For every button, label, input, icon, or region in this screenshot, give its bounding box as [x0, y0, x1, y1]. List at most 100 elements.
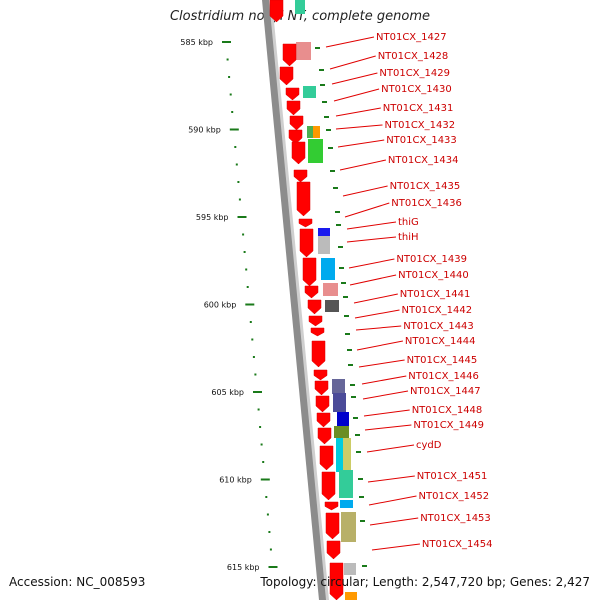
gene-leader-line: [354, 309, 400, 319]
gene-leader-line: [371, 543, 420, 551]
gene-arrow: [308, 315, 323, 327]
gene-leader-line: [344, 202, 390, 218]
accession-text: Accession: NC_008593: [9, 575, 146, 589]
feature-tick: [319, 69, 324, 71]
gene-label: NT01CX_1428: [378, 51, 449, 62]
gene-leader-line: [333, 88, 380, 102]
gene-arrow: [269, 0, 284, 23]
feature-tick: [358, 478, 363, 480]
feature-tick: [355, 434, 360, 436]
gene-label: NT01CX_1454: [422, 539, 493, 550]
gene-label: NT01CX_1427: [376, 32, 447, 43]
backbone: [262, 0, 326, 600]
gene-arrow: [315, 395, 330, 413]
feature-tick: [315, 47, 320, 49]
gene-label: NT01CX_1430: [381, 84, 452, 95]
scale-minor-tick: [226, 58, 229, 61]
scale-minor-tick: [234, 146, 237, 148]
genome-summary-text: Topology: circular; Length: 2,547,720 bp…: [260, 575, 590, 589]
gene-arrow: [324, 501, 339, 511]
gene-label: NT01CX_1447: [410, 386, 481, 397]
scale-minor-tick: [268, 531, 271, 533]
gene-leader-line: [369, 517, 419, 526]
gene-arrow: [316, 412, 331, 428]
gene-arrow: [313, 369, 328, 381]
genome-title: Clostridium novyi NT, complete genome: [169, 9, 431, 24]
feature-tick: [353, 417, 358, 419]
scale-minor-tick: [243, 251, 246, 253]
feature-tick: [336, 224, 341, 226]
gene-arrow: [286, 100, 301, 116]
gene-arrow: [298, 218, 313, 228]
gene-leader-line: [342, 185, 388, 197]
feature-tick: [362, 565, 367, 567]
feature-tick: [320, 84, 325, 86]
gene-arrow: [288, 129, 303, 145]
gene-arrow: [326, 540, 341, 560]
gene-leader-line: [368, 495, 417, 506]
gene-leader-line: [335, 124, 383, 130]
gene-arrow: [319, 445, 334, 471]
scale-minor-tick: [237, 181, 240, 183]
scale-tick-label: 610 kbp: [219, 476, 252, 485]
gene-leader-line: [349, 274, 397, 286]
scale-minor-tick: [251, 338, 254, 341]
cog-feature-box: [334, 426, 349, 438]
gene-leader-line: [363, 409, 410, 417]
cog-feature-box: [336, 438, 347, 472]
gene-leader-line: [355, 325, 402, 331]
gene-leader-line: [329, 55, 376, 70]
scale-minor-tick: [269, 548, 272, 551]
feature-tick: [341, 282, 346, 284]
cog-feature-box: [307, 126, 313, 138]
gene-arrow: [302, 257, 317, 287]
gene-leader-line: [358, 359, 405, 368]
feature-tick: [324, 116, 329, 118]
cog-feature-box: [337, 412, 349, 426]
gene-arrow: [293, 169, 308, 183]
scale-minor-tick: [246, 286, 249, 288]
scale-minor-tick: [231, 111, 234, 113]
cog-feature-box: [318, 236, 330, 254]
gene-label: NT01CX_1451: [417, 471, 488, 482]
gene-leader-line: [356, 340, 403, 351]
feature-tick: [330, 170, 335, 172]
scale-tick-label: 595 kbp: [196, 213, 229, 222]
feature-tick: [344, 315, 349, 317]
scale-tick-label: 585 kbp: [180, 38, 213, 47]
feature-tick: [338, 246, 343, 248]
gene-arrow: [317, 427, 332, 445]
gene-label: NT01CX_1429: [379, 68, 450, 79]
gene-arrow: [321, 471, 336, 501]
feature-tick: [359, 496, 364, 498]
gene-arrow: [299, 228, 314, 258]
gene-label: NT01CX_1453: [420, 513, 491, 524]
gene-leader-line: [346, 236, 397, 243]
cog-feature-box: [343, 438, 351, 472]
scale-minor-tick: [235, 163, 238, 166]
cog-feature-box: [308, 139, 323, 163]
feature-tick: [339, 267, 344, 269]
scale-tick-label: 600 kbp: [204, 301, 237, 310]
gene-label: NT01CX_1442: [402, 305, 473, 316]
feature-tick: [333, 187, 338, 189]
gene-arrow: [304, 285, 319, 299]
gene-leader-line: [361, 375, 407, 385]
gene-label: NT01CX_1448: [412, 405, 483, 416]
cog-feature-box: [318, 228, 330, 238]
feature-tick: [360, 520, 365, 522]
gene-label: NT01CX_1449: [413, 420, 484, 431]
cog-feature-box: [325, 300, 339, 312]
gene-label: NT01CX_1452: [419, 491, 490, 502]
cog-feature-box: [296, 42, 311, 60]
cog-feature-box: [333, 393, 346, 412]
scale-minor-tick: [249, 321, 252, 323]
gene-leader-line: [346, 221, 397, 230]
gene-label: NT01CX_1443: [403, 321, 474, 332]
gene-leader-line: [362, 390, 409, 400]
feature-tick: [348, 364, 353, 366]
gene-arrow: [291, 141, 306, 165]
cog-feature-box: [303, 86, 316, 98]
gene-arrow: [314, 380, 329, 396]
